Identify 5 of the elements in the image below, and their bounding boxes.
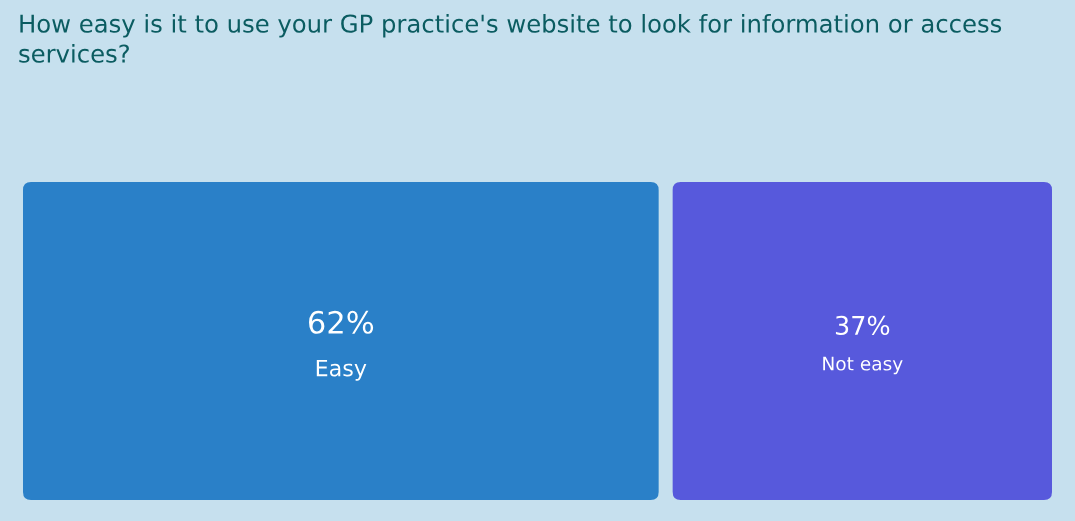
category-label: Not easy	[823, 356, 903, 375]
text: How easy is it to use your GP practice's website to look for information or access services?	[19, 14, 1002, 63]
data-label: 62%	[309, 310, 374, 334]
category-label: Easy	[316, 359, 367, 381]
data-label: 37%	[835, 315, 890, 336]
